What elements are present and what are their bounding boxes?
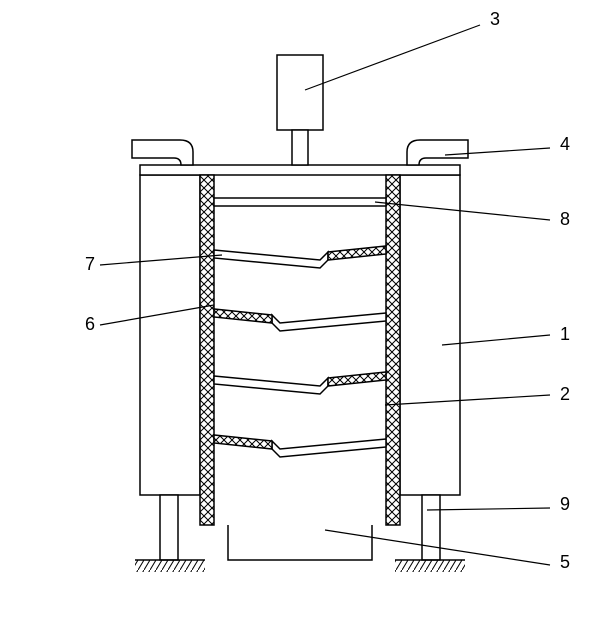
inner-walls [200,175,400,525]
label-9: 9 [560,494,570,514]
leader-line-3 [305,25,480,90]
leader-line-9 [427,508,550,510]
label-5: 5 [560,552,570,572]
inner-top-plate [214,198,386,206]
label-1: 1 [560,324,570,344]
baffles [214,246,386,457]
label-7: 7 [85,254,95,274]
motor [277,55,323,165]
diagram-canvas: 1 2 3 4 5 6 7 8 9 [0,0,597,619]
label-3: 3 [490,9,500,29]
label-4: 4 [560,134,570,154]
outer-vessel [140,165,460,495]
bottom-cup [228,525,372,560]
label-2: 2 [560,384,570,404]
label-8: 8 [560,209,570,229]
label-6: 6 [85,314,95,334]
